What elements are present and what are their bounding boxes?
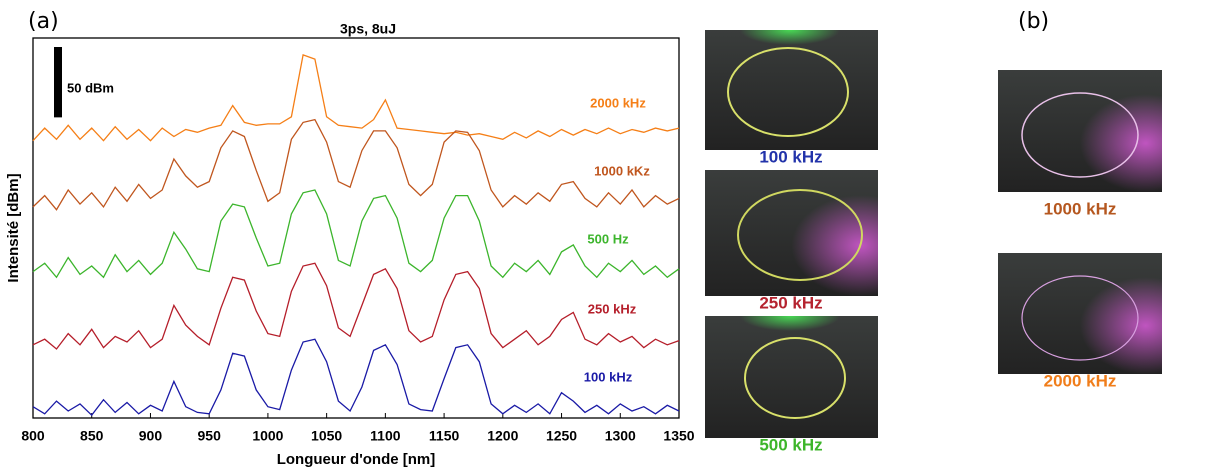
panel-label: (b) xyxy=(1018,9,1049,34)
photo xyxy=(705,170,878,296)
spectrum-line xyxy=(32,118,680,211)
scale-bar-label: 50 dBm xyxy=(67,80,114,95)
photo xyxy=(998,253,1162,374)
scale-bar xyxy=(54,47,62,118)
x-tick-label: 900 xyxy=(139,428,163,444)
spectrum-line xyxy=(32,189,680,279)
x-tick-label: 1250 xyxy=(546,428,577,444)
chart-title: 3ps, 8uJ xyxy=(340,21,396,37)
y-axis-label: Intensité [dBm] xyxy=(5,173,22,282)
photo xyxy=(705,316,878,438)
photo-caption: 250 kHz xyxy=(759,293,822,312)
photo xyxy=(705,30,878,150)
x-tick-label: 1100 xyxy=(370,428,401,444)
x-tick-label: 1000 xyxy=(252,428,283,444)
series-label: 500 Hz xyxy=(587,231,629,246)
photo-caption: 500 kHz xyxy=(759,435,822,454)
plot-frame xyxy=(32,37,680,419)
photo-caption: 1000 kHz xyxy=(1044,199,1117,218)
photo-caption: 100 kHz xyxy=(759,147,822,166)
spectrum-line xyxy=(32,54,680,142)
x-tick-label: 1200 xyxy=(487,428,518,444)
x-axis-label: Longueur d'onde [nm] xyxy=(277,451,436,468)
series-label: 1000 kKz xyxy=(594,163,650,178)
spectrum-line xyxy=(32,262,680,350)
photo-caption: 2000 kHz xyxy=(1044,371,1117,390)
x-tick-label: 1350 xyxy=(663,428,694,444)
x-tick-label: 1300 xyxy=(605,428,636,444)
series-label: 2000 kHz xyxy=(590,95,646,110)
series-label: 100 kHz xyxy=(584,369,633,384)
x-tick-label: 800 xyxy=(21,428,45,444)
x-tick-label: 1150 xyxy=(429,428,460,444)
series-label: 250 kHz xyxy=(588,301,637,316)
x-tick-label: 950 xyxy=(198,428,222,444)
spectrum-line xyxy=(32,338,680,417)
x-tick-label: 1050 xyxy=(311,428,342,444)
x-tick-label: 850 xyxy=(80,428,104,444)
panel-label: (a) xyxy=(28,9,59,34)
photo xyxy=(998,70,1162,192)
